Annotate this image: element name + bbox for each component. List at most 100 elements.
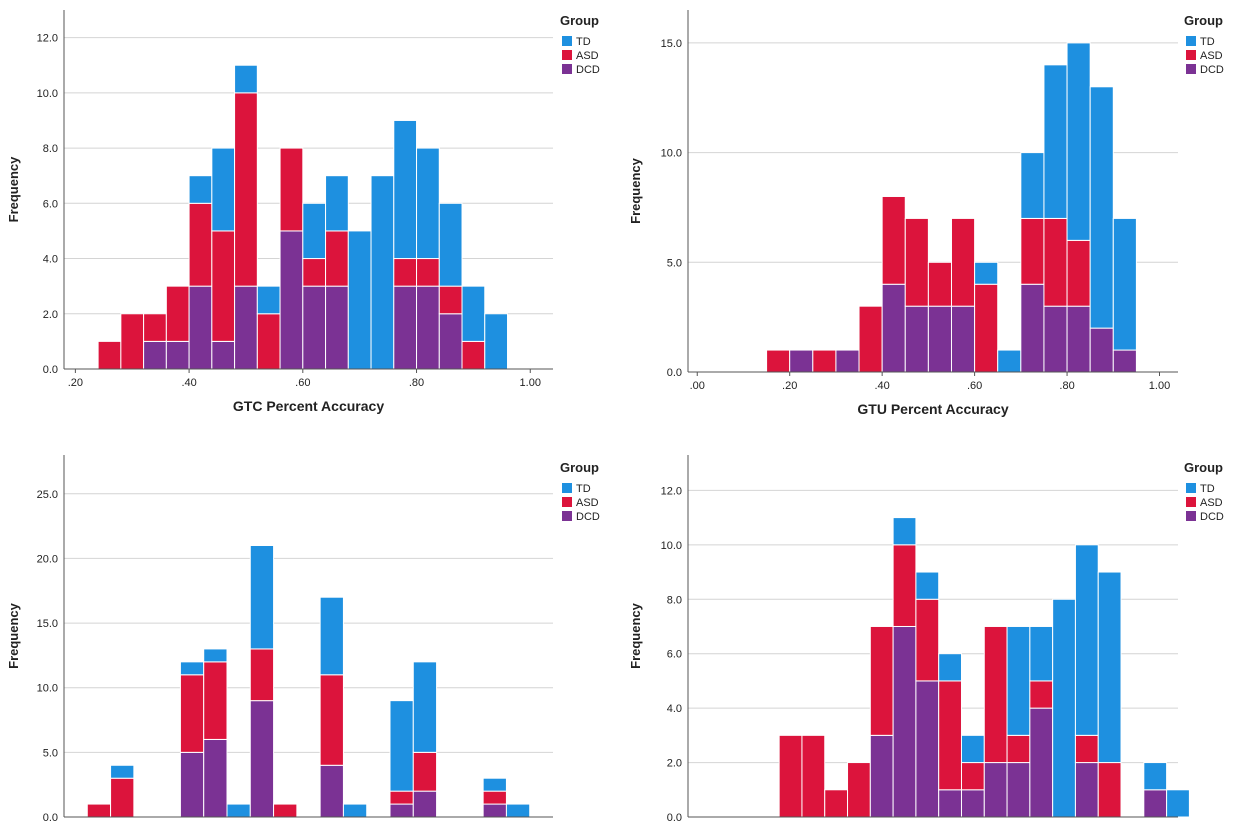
y-tick-label: 12.0 [37,33,58,45]
y-tick-label: 0.0 [43,812,58,823]
legend-swatch-asd [1186,497,1196,507]
bar-td [1166,789,1190,818]
x-tick-label: .80 [1059,380,1074,392]
y-tick-label: 8.0 [667,594,682,606]
bar-td [412,661,438,753]
bar-td [302,202,327,260]
bar-td [892,517,917,546]
y-tick-label: 12.0 [661,485,682,497]
bar-asd [1066,239,1091,307]
bar-asd [1097,762,1122,818]
legend-swatch-td [1186,483,1196,493]
bar-td [179,661,205,676]
legend-swatch-asd [562,50,572,60]
bar-td [226,803,251,818]
bar-asd [249,648,275,702]
legend-label-asd: ASD [1200,497,1223,509]
bar-dcd [938,789,962,818]
x-tick-label: .60 [967,380,982,392]
bar-dcd [960,789,985,818]
bar-dcd [1143,789,1168,818]
legend-title: Group [560,13,599,28]
bar-dcd [179,751,205,818]
legend: Group TD ASD DCD [560,13,600,76]
bar-td [256,285,281,315]
legend-label-td: TD [1200,483,1215,495]
legend-swatch-td [562,483,572,493]
bar-asd [416,258,440,287]
bar-asd [915,598,940,682]
bar-asd [778,734,803,818]
bar-dcd [1029,707,1054,818]
y-tick-label: 4.0 [667,703,682,715]
bar-asd [325,230,349,287]
y-tick-label: 0.0 [43,364,58,376]
bar-asd [847,762,871,818]
bar-td [482,777,507,792]
bar-asd [179,674,205,753]
bar-asd [904,217,929,307]
bar-dcd [1066,305,1091,373]
bar-td [1112,217,1137,351]
legend-title: Group [1184,460,1223,475]
bar-td [370,175,395,370]
legend-swatch-dcd [562,64,572,74]
bar-asd [120,313,145,370]
bar-asd [389,790,414,805]
legend: Group TD ASD DCD [1184,460,1224,523]
bar-td [1020,152,1045,219]
bar-asd [1029,680,1054,709]
legend-label-dcd: DCD [1200,511,1224,523]
bar-asd [1043,217,1068,307]
x-axis-title: GTU Percent Accuracy [857,401,1008,417]
legend-swatch-asd [1186,50,1196,60]
bar-asd [812,349,837,373]
bar-dcd [279,230,304,370]
bar-dcd [325,285,349,370]
legend-label-td: TD [576,483,591,495]
bar-td [438,202,463,287]
bar-dcd [389,803,414,818]
bar-td [393,119,418,260]
bar-td [325,175,349,232]
x-tick-label: .20 [782,380,797,392]
x-tick-label: 1.00 [1149,380,1170,392]
bar-asd [412,751,438,792]
bar-asd [143,313,167,342]
bar-td [234,64,258,94]
legend-label-asd: ASD [576,50,599,62]
bar-asd [974,283,999,373]
bar-dcd [412,790,438,818]
bar-td [1066,42,1091,241]
y-tick-label: 0.0 [667,367,682,379]
histogram-panel-4: 0.0 2.0 4.0 6.0 8.0 10.0 12.0 Frequency Group TD A… [628,455,1224,823]
histogram-panel-3: 0.0 5.0 10.0 15.0 20.0 25.0 Frequency Group TD AS… [6,455,600,823]
y-tick-label: 25.0 [37,489,58,501]
x-tick-label: .00 [690,380,705,392]
bar-dcd [438,313,463,370]
bar-asd [938,680,962,791]
legend-label-asd: ASD [576,497,599,509]
y-tick-label: 2.0 [43,309,58,321]
legend-label-td: TD [1200,36,1215,48]
y-axis-title: Frequency [6,156,21,223]
bar-td [319,596,344,676]
histogram-panel-1: 0.0 2.0 4.0 6.0 8.0 10.0 12.0 .20 .40 .60 .80 1.00 F… [6,10,600,414]
bar-dcd [881,283,906,373]
bar-td [389,700,414,792]
bar-asd [319,674,344,766]
bar-asd [438,285,463,315]
y-axis-title: Frequency [628,602,643,669]
legend-title: Group [560,460,599,475]
legend-swatch-td [1186,36,1196,46]
legend-title: Group [1184,13,1223,28]
y-axis-title: Frequency [628,157,643,224]
bar-td [1074,544,1099,736]
bar-dcd [165,340,190,370]
bar-dcd [789,349,814,373]
bar-td [484,313,509,370]
legend-swatch-dcd [562,511,572,521]
bar-dcd [482,803,507,818]
bar-asd [97,340,122,370]
bar-td [188,175,213,204]
